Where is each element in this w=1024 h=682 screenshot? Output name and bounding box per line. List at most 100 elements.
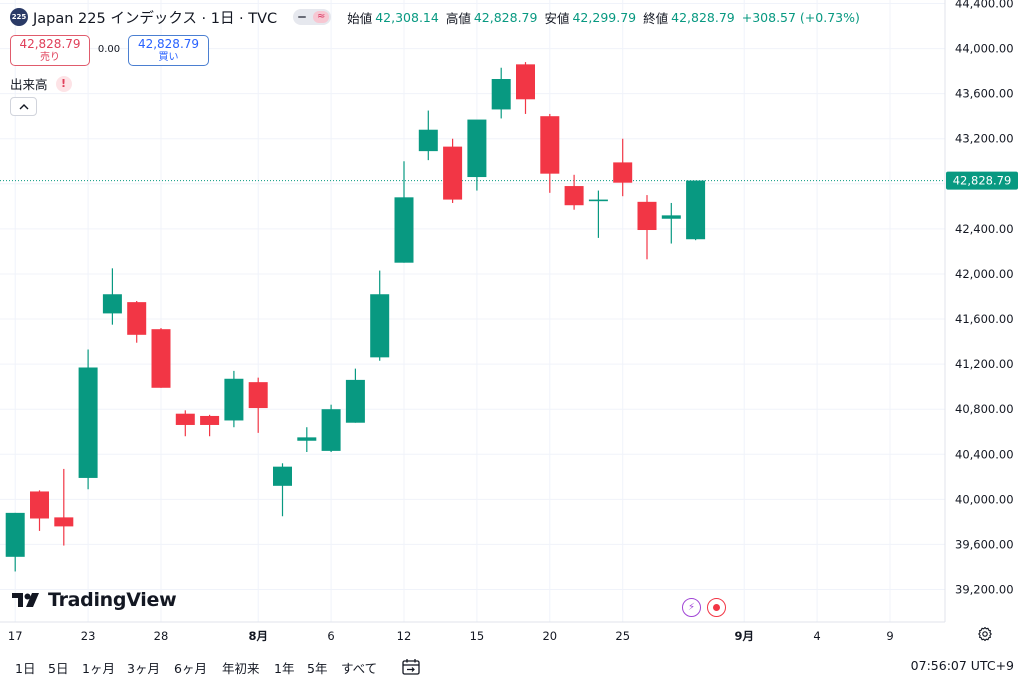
candle[interactable] <box>224 370 244 428</box>
date-range-icon[interactable] <box>401 657 421 677</box>
candle-body <box>370 294 390 358</box>
price-tick-label: 42,400.00 <box>955 222 1014 236</box>
bottom-toolbar: 1日 5日 1ヶ月 3ヶ月 6ヶ月 年初来 1年 5年 すべて 07:56:07… <box>0 652 1024 682</box>
time-tick-label: 6 <box>327 629 334 643</box>
candle[interactable] <box>418 110 438 161</box>
time-tick-label: 23 <box>81 629 96 643</box>
current-price-tag: 42,828.79 <box>946 171 1018 190</box>
symbol-title[interactable]: Japan 225 インデックス · 1日 · TVC <box>33 10 278 27</box>
candle-body <box>175 413 195 425</box>
range-5y-button[interactable]: 5年 <box>307 661 328 676</box>
candle[interactable] <box>273 463 292 517</box>
candle[interactable] <box>175 410 195 437</box>
price-tick-label: 43,200.00 <box>955 132 1014 146</box>
change-value: +308.57 (+0.73%) <box>741 9 860 25</box>
time-tick-label: 20 <box>542 629 557 643</box>
range-6m-button[interactable]: 6ヶ月 <box>174 661 207 676</box>
candle[interactable] <box>54 468 74 546</box>
price-tick-label: 42,000.00 <box>955 267 1014 281</box>
candle-body <box>297 437 317 441</box>
buy-button[interactable]: 42,828.79 買い <box>128 35 209 66</box>
clock-timezone[interactable]: 07:56:07 UTC+9 <box>910 658 1014 673</box>
candles <box>5 62 706 572</box>
candle[interactable] <box>5 512 25 572</box>
collapse-legend-button[interactable] <box>10 97 37 116</box>
candle[interactable] <box>30 490 49 531</box>
candle[interactable] <box>588 190 608 238</box>
volume-indicator[interactable]: 出来高 ! <box>10 74 72 93</box>
gear-icon[interactable] <box>977 626 993 642</box>
time-tick-label: 17 <box>8 629 23 643</box>
candle-body <box>248 382 268 409</box>
candle[interactable] <box>151 328 171 388</box>
close-value: 42,828.79 <box>671 9 735 25</box>
candle[interactable] <box>564 174 584 210</box>
display-toggle[interactable]: ≈ <box>293 9 332 25</box>
candle[interactable] <box>345 368 365 423</box>
chart-legend: 225 Japan 225 インデックス · 1日 · TVC ≈ 始値 42,… <box>10 7 860 27</box>
range-1m-button[interactable]: 1ヶ月 <box>82 661 115 676</box>
price-tick-label: 40,400.00 <box>955 447 1014 461</box>
candle[interactable] <box>686 180 706 241</box>
high-label: 高値 <box>445 10 471 26</box>
candle[interactable] <box>394 161 414 263</box>
warning-icon[interactable]: ! <box>55 75 72 92</box>
candle[interactable] <box>248 377 268 433</box>
candle[interactable] <box>516 62 535 114</box>
record-icon[interactable] <box>707 598 726 617</box>
time-axis: 17 23 28 8月 6 12 15 20 25 9月 4 9 <box>8 629 894 643</box>
candle[interactable] <box>540 113 560 193</box>
candle-body <box>686 180 706 240</box>
range-all-button[interactable]: すべて <box>341 661 378 676</box>
candle[interactable] <box>200 414 220 437</box>
range-5d-button[interactable]: 5日 <box>48 661 69 676</box>
candle-body <box>102 294 122 314</box>
buy-label: 買い <box>158 52 179 63</box>
range-1d-button[interactable]: 1日 <box>15 661 36 676</box>
candle[interactable] <box>613 138 633 197</box>
time-tick-label: 9 <box>886 629 893 643</box>
candle-body <box>30 491 49 519</box>
candle[interactable] <box>370 270 390 361</box>
candle-body <box>443 146 463 200</box>
candle-body <box>540 116 560 174</box>
candle[interactable] <box>661 202 681 244</box>
candle[interactable] <box>443 138 463 203</box>
approx-icon: ≈ <box>313 11 330 23</box>
price-tick-label: 44,400.00 <box>955 0 1014 11</box>
candle-body <box>151 329 171 388</box>
candle[interactable] <box>127 301 147 343</box>
candle[interactable] <box>297 427 317 453</box>
candle-body <box>564 186 584 206</box>
time-tick-label: 25 <box>615 629 630 643</box>
range-1y-button[interactable]: 1年 <box>274 661 295 676</box>
candle[interactable] <box>491 67 511 119</box>
candle-body <box>78 367 98 478</box>
range-3m-button[interactable]: 3ヶ月 <box>127 661 160 676</box>
candle[interactable] <box>467 119 487 191</box>
candle-body <box>491 79 511 110</box>
sell-button[interactable]: 42,828.79 売り <box>10 35 90 66</box>
price-axis: 39,200.00 39,600.00 40,000.00 40,400.00 40,8… <box>955 0 1014 597</box>
price-tick-label: 40,000.00 <box>955 492 1014 506</box>
volume-label[interactable]: 出来高 <box>10 77 48 92</box>
candle-body <box>224 378 244 421</box>
range-ytd-button[interactable]: 年初来 <box>222 661 260 676</box>
time-tick-label: 12 <box>397 629 412 643</box>
price-tick-label: 39,600.00 <box>955 537 1014 551</box>
candle[interactable] <box>637 195 657 260</box>
candle[interactable] <box>78 349 98 490</box>
candle-body <box>467 119 487 178</box>
candle-body <box>418 129 438 152</box>
candle[interactable] <box>321 404 341 453</box>
ohlc-values: 始値 42,308.14 高値 42,828.79 安値 42,299.79 終… <box>347 8 860 27</box>
tradingview-logo[interactable]: TradingView <box>12 589 177 611</box>
symbol-badge-icon[interactable]: 225 <box>10 8 28 26</box>
price-tick-label: 40,800.00 <box>955 402 1014 416</box>
lightning-icon[interactable]: ⚡ <box>682 598 701 617</box>
candle[interactable] <box>102 268 122 325</box>
low-label: 安値 <box>544 10 570 26</box>
chevron-up-icon <box>19 103 28 109</box>
spread-value: 0.00 <box>97 44 121 55</box>
price-chart[interactable]: 39,200.00 39,600.00 40,000.00 40,400.00 40,8… <box>0 0 1024 652</box>
